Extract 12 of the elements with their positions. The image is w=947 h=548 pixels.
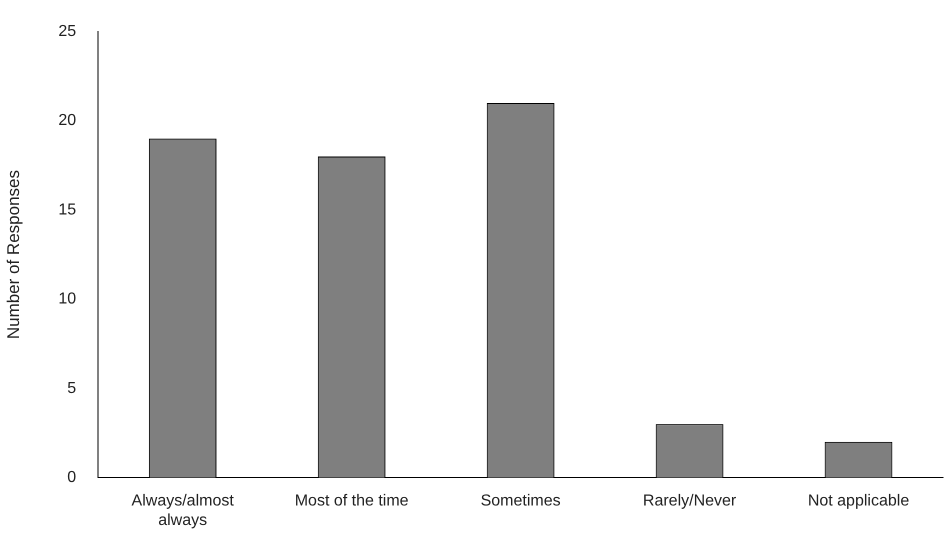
y-tick-label: 10 [58,290,76,308]
x-tick-label: Most of the time [294,492,409,510]
x-tick-label: Not applicable [808,492,910,510]
y-axis-title: Number of Responses [4,170,23,340]
x-tick-label: Always/almost always [132,492,234,529]
y-tick-label: 0 [67,469,76,486]
x-tick-label: Sometimes [480,492,561,510]
y-tick-label: 25 [58,23,76,40]
y-tick-label: 5 [67,380,76,397]
y-tick-label: 20 [58,112,76,130]
y-tick-label: 15 [58,201,76,218]
x-tick-label: Rarely/Never [642,492,737,510]
